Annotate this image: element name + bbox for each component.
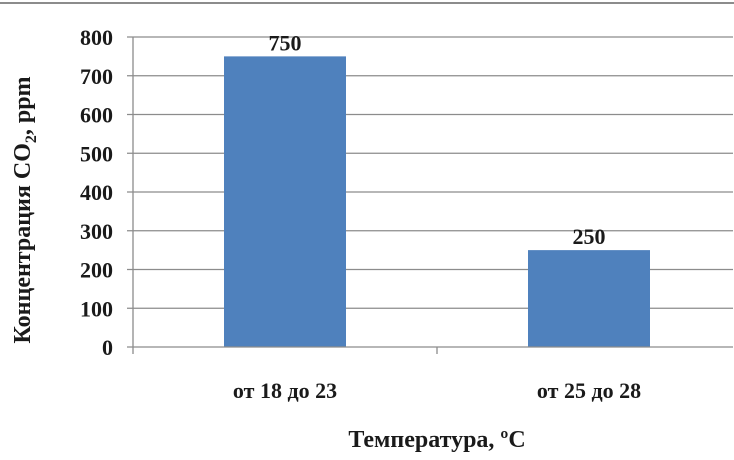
category-labels: от 18 до 23 от 25 до 28 <box>233 378 641 403</box>
data-label: 750 <box>269 30 302 55</box>
bars: 750 250 <box>224 30 650 347</box>
x-axis-title: Температура, ºС <box>348 427 525 453</box>
bar-1 <box>224 56 346 347</box>
y-tick-label: 500 <box>80 141 113 166</box>
y-tick-label: 0 <box>102 335 113 360</box>
y-tick-label: 800 <box>80 25 113 50</box>
y-axis-title-suffix: , ppm <box>10 76 36 135</box>
y-tick-label: 100 <box>80 296 113 321</box>
bar-2 <box>528 250 650 347</box>
y-tick-label: 700 <box>80 64 113 89</box>
data-label: 250 <box>573 224 606 249</box>
y-tick-labels: 0 100 200 300 400 500 600 700 800 <box>80 25 113 360</box>
y-tick-label: 400 <box>80 180 113 205</box>
y-axis-title-main: Концентрация СО <box>10 143 36 343</box>
y-tick-label: 200 <box>80 258 113 283</box>
y-axis-title-subscript: 2 <box>23 135 40 143</box>
y-axis-title: Концентрация СО2, ppm <box>10 76 40 343</box>
category-label: от 18 до 23 <box>233 378 337 403</box>
y-tick-label: 300 <box>80 219 113 244</box>
x-axis <box>127 346 733 354</box>
category-label: от 25 до 28 <box>537 378 641 403</box>
y-tick-label: 600 <box>80 103 113 128</box>
